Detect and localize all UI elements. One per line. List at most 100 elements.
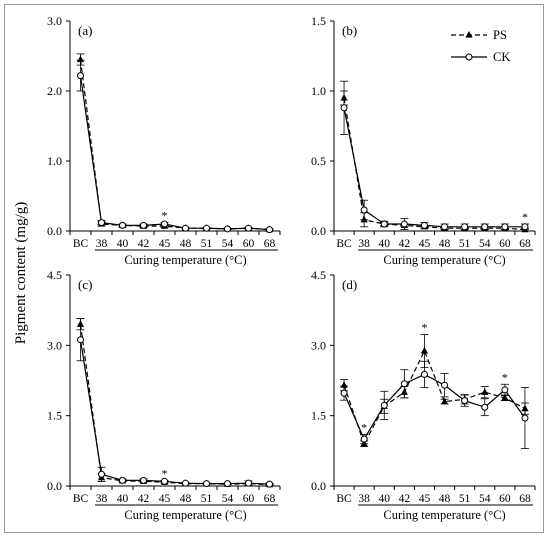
x-tick-label: 45 — [159, 493, 171, 505]
data-point — [182, 224, 189, 232]
series-ps — [340, 90, 529, 233]
series-line — [343, 107, 525, 228]
data-point — [420, 346, 429, 354]
y-tick-label: 0.0 — [47, 479, 62, 493]
x-tick-label: 38 — [96, 493, 108, 505]
x-tick-label: 38 — [358, 493, 370, 505]
panel-c: 0.0 1.5 3.0 4.5 BC 38 40 42 45 48 51 54 60 68 Curing t… — [47, 268, 281, 522]
data-point — [360, 435, 368, 443]
y-tick-label: 3.0 — [47, 14, 62, 28]
y-axis-label: Pigment content (mg/g) — [13, 202, 29, 344]
x-tick-label: 48 — [180, 493, 192, 505]
data-point — [203, 224, 210, 232]
x-tick-label: 68 — [264, 493, 276, 505]
series-line — [343, 373, 526, 441]
x-tick-label: BC — [73, 238, 89, 250]
legend-label: PS — [493, 28, 507, 42]
x-tick-label: 42 — [399, 493, 411, 505]
data-point — [340, 389, 348, 397]
data-point — [140, 476, 147, 484]
legend-item-ps: PS — [451, 28, 507, 42]
series-line — [79, 59, 270, 231]
data-point — [245, 479, 252, 487]
data-point — [224, 225, 231, 233]
data-point — [521, 223, 529, 231]
data-point — [380, 401, 388, 409]
legend-marker — [465, 31, 473, 38]
x-tick-label: 45 — [419, 493, 431, 505]
data-point — [461, 223, 469, 231]
series-line — [343, 349, 526, 446]
data-point — [224, 480, 231, 488]
series-ck — [340, 360, 529, 449]
data-point — [245, 224, 252, 232]
series-line — [79, 75, 270, 231]
data-point — [98, 470, 105, 478]
y-tick-label: 0.0 — [311, 224, 326, 238]
x-tick-label: 38 — [96, 238, 108, 250]
x-tick-label: 48 — [180, 238, 192, 250]
x-tick-label: 40 — [117, 238, 129, 250]
series-line — [79, 324, 270, 486]
data-point — [440, 397, 449, 405]
significance-mark: * — [162, 466, 168, 480]
series-line — [343, 97, 525, 231]
x-axis-label: Curing temperature (°C) — [383, 253, 505, 267]
x-tick-label: 48 — [439, 493, 451, 505]
data-point — [182, 479, 189, 487]
data-point — [266, 226, 273, 234]
x-tick-label: 60 — [243, 238, 255, 250]
legend: PS CK — [451, 28, 510, 64]
x-tick-label: 51 — [201, 493, 213, 505]
data-point — [77, 336, 84, 344]
data-point — [380, 220, 388, 228]
series-ps — [340, 334, 529, 448]
figure-frame: Pigment content (mg/g) 0.0 1.0 2.0 3.0 BC 38 4… — [4, 4, 544, 533]
y-tick-label: 1.0 — [311, 84, 326, 98]
data-point — [420, 221, 428, 229]
x-tick-label: 68 — [519, 238, 531, 250]
data-point — [119, 221, 126, 229]
chart-canvas: Pigment content (mg/g) 0.0 1.0 2.0 3.0 BC 38 4… — [13, 14, 536, 522]
data-point — [140, 221, 147, 229]
data-point — [441, 381, 449, 389]
panel-a: 0.0 1.0 2.0 3.0 BC 38 40 42 45 48 51 54 60 68 Curing t… — [47, 14, 281, 267]
data-point — [481, 223, 489, 231]
x-tick-label: 68 — [519, 493, 531, 505]
panel-label: (a) — [78, 23, 92, 38]
x-tick-label: 45 — [419, 238, 431, 250]
data-point — [203, 480, 210, 488]
legend-item-ck: CK — [451, 50, 510, 64]
data-point — [98, 219, 105, 227]
series-ps — [76, 318, 274, 488]
x-tick-label: 45 — [159, 238, 171, 250]
x-tick-label: BC — [336, 493, 352, 505]
data-point — [441, 223, 449, 231]
data-point — [521, 414, 529, 422]
series-line — [79, 339, 270, 485]
x-tick-label: 60 — [499, 238, 511, 250]
x-tick-label: 68 — [264, 238, 276, 250]
x-tick-label: 40 — [117, 493, 129, 505]
x-tick-label: 60 — [499, 493, 511, 505]
x-tick-label: 54 — [222, 238, 234, 250]
data-point — [77, 72, 84, 80]
x-tick-label: 48 — [439, 238, 451, 250]
x-tick-label: 40 — [379, 238, 391, 250]
y-tick-label: 1.5 — [47, 409, 62, 423]
data-point — [481, 403, 489, 411]
x-axis-label: Curing temperature (°C) — [383, 508, 505, 522]
x-tick-label: 60 — [243, 493, 255, 505]
significance-mark: * — [421, 321, 427, 335]
x-tick-label: 51 — [459, 238, 471, 250]
data-point — [501, 386, 509, 394]
y-tick-label: 2.0 — [47, 84, 62, 98]
x-tick-label: 51 — [459, 493, 471, 505]
data-point — [501, 223, 509, 231]
y-tick-label: 0.5 — [311, 154, 326, 168]
data-point — [400, 380, 408, 388]
x-tick-label: 42 — [399, 238, 411, 250]
data-point — [420, 370, 428, 378]
data-point — [360, 206, 368, 214]
data-point — [266, 480, 273, 488]
